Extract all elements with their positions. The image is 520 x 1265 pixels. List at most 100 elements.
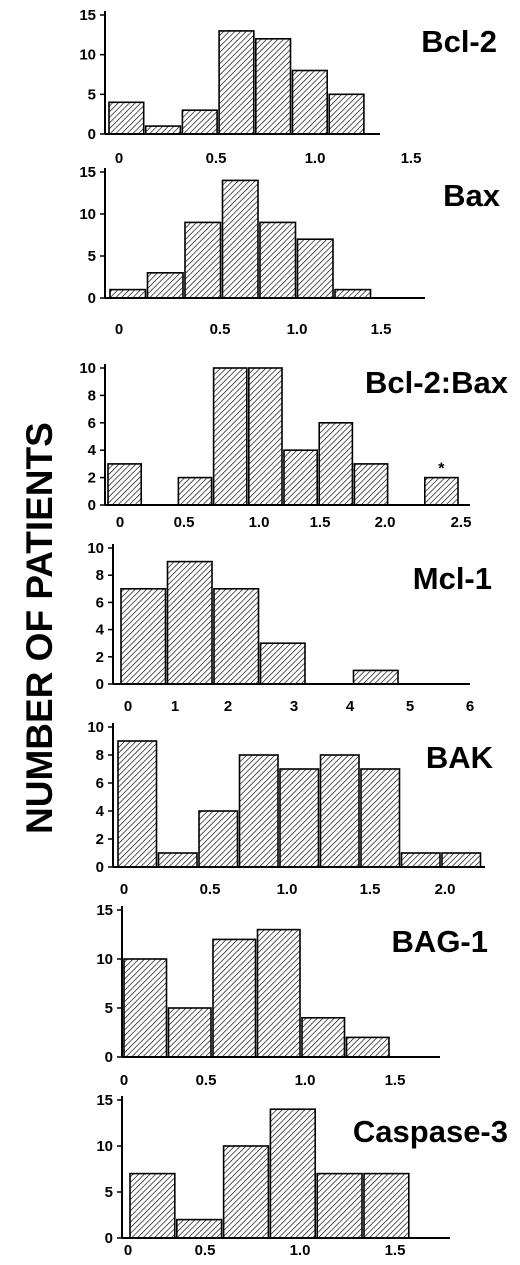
bar xyxy=(107,463,143,506)
x-tick-label: 1.0 xyxy=(287,321,308,338)
y-tick-label: 4 xyxy=(88,442,97,459)
y-tick-label: 0 xyxy=(88,126,96,143)
panel-title: Bcl-2 xyxy=(421,24,497,59)
y-tick-label: 6 xyxy=(88,415,96,432)
bar xyxy=(279,768,320,868)
x-tick-label: 1.0 xyxy=(249,514,270,531)
bar xyxy=(316,1172,363,1239)
y-tick-label: 8 xyxy=(96,567,104,584)
panel-title: Bax xyxy=(443,178,501,213)
bar xyxy=(256,928,301,1058)
x-tick-label: 0 xyxy=(124,698,132,715)
x-tick-label: 6 xyxy=(466,698,474,715)
bar xyxy=(363,1172,410,1239)
bar xyxy=(360,768,401,868)
y-tick-label: 0 xyxy=(88,290,96,307)
bar xyxy=(166,560,213,685)
bar xyxy=(213,587,260,685)
bar xyxy=(423,476,459,506)
y-tick-label: 10 xyxy=(79,206,96,223)
bar xyxy=(318,421,354,506)
x-tick-label: 1.0 xyxy=(295,1072,316,1089)
bar xyxy=(184,221,222,299)
y-tick-label: 4 xyxy=(96,803,105,820)
x-tick-label: 1.0 xyxy=(290,1242,311,1259)
bar xyxy=(255,37,292,135)
bar xyxy=(248,367,283,506)
panel-4: 0 2 4 6 8 10 0 0.5 1.0 1.5 2.0 BAK xyxy=(87,719,493,898)
bar xyxy=(353,463,389,506)
x-tick-label: 0.5 xyxy=(200,881,221,898)
bar xyxy=(144,125,182,135)
bar xyxy=(176,1218,223,1239)
bar xyxy=(345,1036,390,1058)
bar xyxy=(108,101,145,135)
x-tick-label: 0 xyxy=(124,1242,132,1259)
y-tick-label: 0 xyxy=(96,676,104,693)
bar xyxy=(319,754,360,868)
bar xyxy=(291,69,329,135)
y-tick-label: 10 xyxy=(87,719,104,736)
panel-title: Caspase-3 xyxy=(353,1114,508,1149)
y-tick-label: 10 xyxy=(96,951,113,968)
bar xyxy=(441,852,482,868)
x-tick-label: 0 xyxy=(120,881,128,898)
bar xyxy=(120,587,167,685)
bar xyxy=(212,938,257,1058)
bar xyxy=(181,109,218,135)
bar xyxy=(167,1007,212,1058)
bar xyxy=(301,1016,346,1058)
x-tick-label: 2.0 xyxy=(435,881,456,898)
x-tick-label: 1.5 xyxy=(401,150,422,167)
bar xyxy=(218,30,255,135)
bar xyxy=(259,642,306,685)
x-tick-label: 0.5 xyxy=(196,1072,217,1089)
y-tick-label: 15 xyxy=(96,1092,113,1109)
x-tick-label: 2.0 xyxy=(375,514,396,531)
y-tick-label: 8 xyxy=(96,747,104,764)
bar xyxy=(334,288,372,299)
x-tick-label: 1.5 xyxy=(385,1242,406,1259)
y-tick-label: 0 xyxy=(105,1230,113,1247)
bar xyxy=(198,810,239,868)
panel-0: 0 5 10 15 0 0.5 1.0 1.5 Bcl-2 xyxy=(79,7,497,167)
bar xyxy=(352,669,399,685)
bar xyxy=(269,1108,316,1239)
y-tick-label: 15 xyxy=(79,164,96,181)
panel-title: BAG-1 xyxy=(392,924,488,959)
bar xyxy=(400,852,441,868)
bar xyxy=(238,754,279,868)
bar xyxy=(117,740,158,868)
y-tick-label: 4 xyxy=(96,622,105,639)
annotation-star: * xyxy=(438,461,445,478)
x-tick-label: 1 xyxy=(171,698,179,715)
bar xyxy=(221,179,259,299)
x-tick-label: 0 xyxy=(120,1072,128,1089)
panel-5: 0 5 10 15 0 0.5 1.0 1.5 BAG-1 xyxy=(96,902,488,1089)
y-tick-label: 0 xyxy=(96,859,104,876)
bar xyxy=(146,271,184,299)
panel-3: 0 2 4 6 8 10 0 1 2 3 4 5 6 Mcl-1 xyxy=(87,540,492,715)
x-tick-label: 4 xyxy=(346,698,355,715)
bar xyxy=(123,958,168,1058)
panel-1: 0 5 10 15 0 0.5 1.0 1.5 Bax xyxy=(79,164,500,338)
x-tick-label: 1.5 xyxy=(360,881,381,898)
x-tick-label: 0.5 xyxy=(195,1242,216,1259)
x-tick-label: 0.5 xyxy=(206,150,227,167)
y-tick-label: 5 xyxy=(105,1184,113,1201)
bar xyxy=(296,238,334,299)
y-tick-label: 10 xyxy=(79,47,96,64)
y-tick-label: 2 xyxy=(88,470,96,487)
x-tick-label: 1.5 xyxy=(310,514,331,531)
bar xyxy=(259,221,297,299)
y-tick-label: 0 xyxy=(105,1049,113,1066)
bar xyxy=(157,852,198,868)
x-tick-label: 0.5 xyxy=(174,514,195,531)
panel-2: 0 2 4 6 8 10 0 0.5 1.0 1.5 2.0 2.5 Bcl-2:Bax * xyxy=(79,360,508,531)
x-tick-label: 0 xyxy=(115,321,123,338)
y-tick-label: 10 xyxy=(79,360,96,377)
panel-title: Mcl-1 xyxy=(413,561,492,596)
x-tick-label: 1.0 xyxy=(277,881,298,898)
y-tick-label: 6 xyxy=(96,775,104,792)
